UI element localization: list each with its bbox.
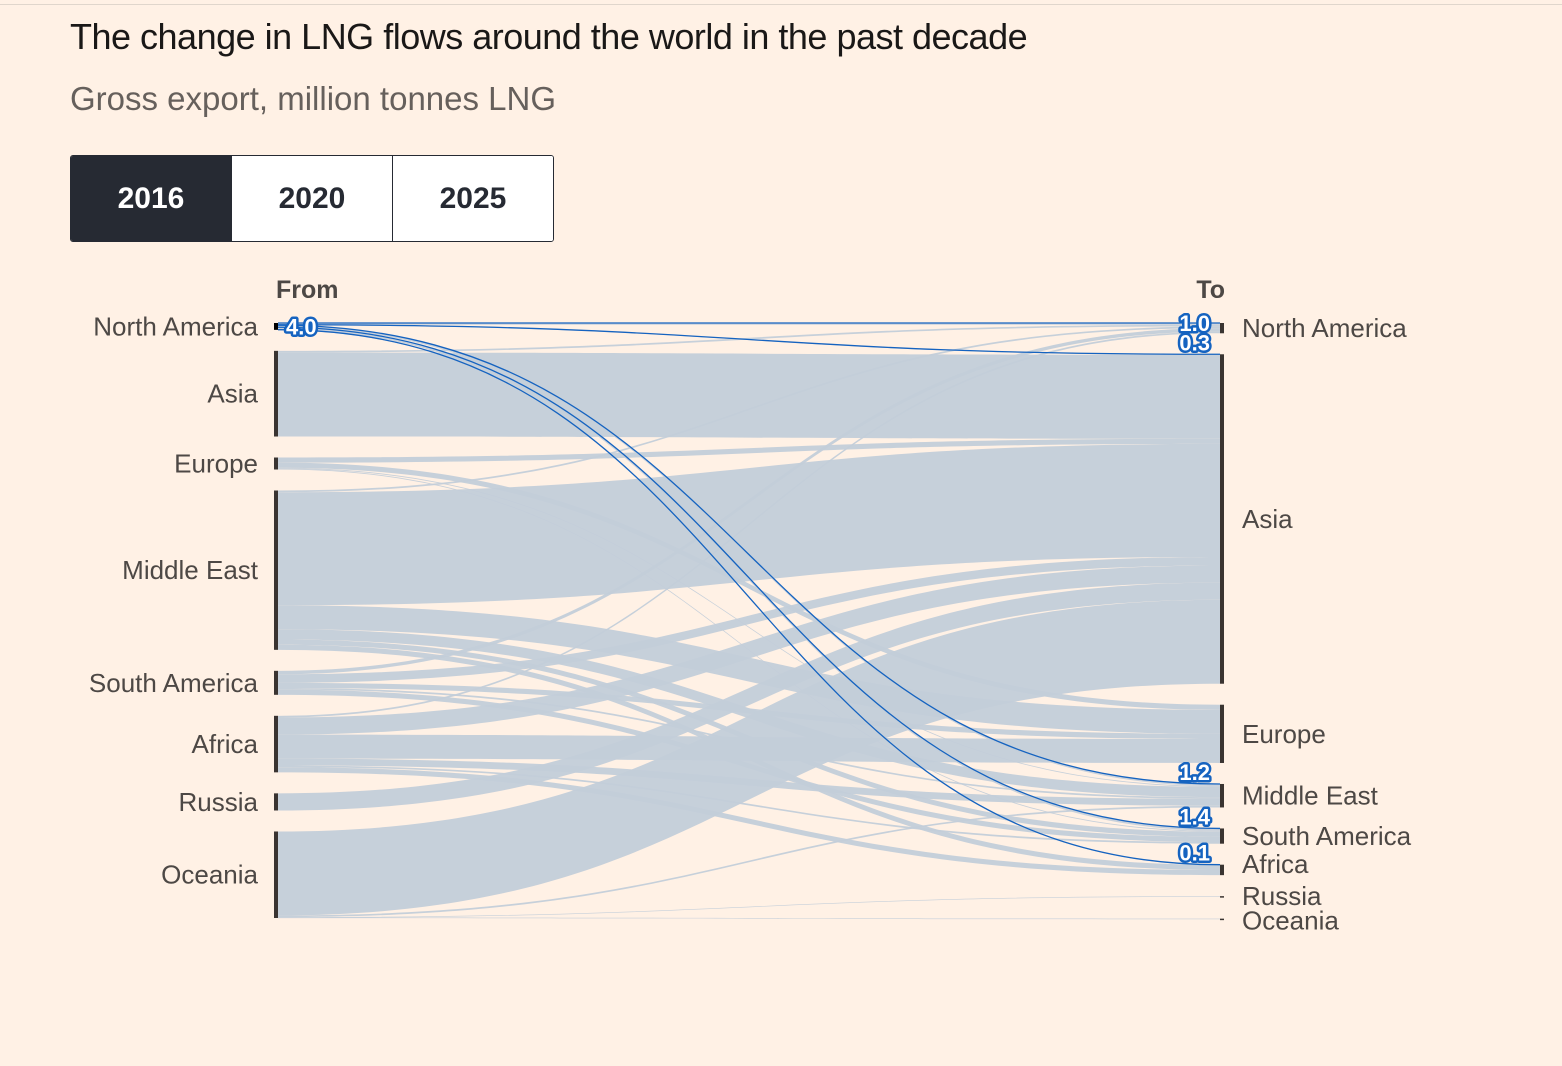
target-node-russia[interactable] bbox=[1220, 896, 1224, 898]
flow-europe-to-middle-east[interactable] bbox=[278, 467, 1220, 787]
target-label-africa: Africa bbox=[1242, 849, 1309, 879]
target-node-south-america[interactable] bbox=[1220, 828, 1224, 844]
source-node-russia[interactable] bbox=[274, 793, 278, 811]
target-label-europe: Europe bbox=[1242, 719, 1326, 749]
source-node-middle-east[interactable] bbox=[274, 490, 278, 650]
flow-asia-to-north-america[interactable] bbox=[278, 324, 1220, 353]
source-label-oceania: Oceania bbox=[161, 860, 258, 890]
target-label-south-america: South America bbox=[1242, 821, 1412, 851]
flow-asia-to-asia[interactable] bbox=[278, 352, 1220, 439]
flow-oceania-to-russia[interactable] bbox=[278, 896, 1220, 918]
source-node-africa[interactable] bbox=[274, 715, 278, 773]
source-label-africa: Africa bbox=[192, 729, 259, 759]
to-header: To bbox=[1196, 276, 1225, 304]
source-node-north-america[interactable] bbox=[274, 323, 278, 330]
from-header: From bbox=[276, 276, 339, 304]
highlight-flow-line bbox=[277, 324, 1221, 785]
source-label-asia: Asia bbox=[207, 379, 258, 409]
target-label-oceania: Oceania bbox=[1242, 905, 1339, 935]
flow-value-label: 0.3 bbox=[1179, 330, 1210, 355]
flow-value-label: 0.1 bbox=[1179, 841, 1210, 866]
flow-value-label: 1.4 bbox=[1179, 804, 1210, 829]
flow-europe-to-asia[interactable] bbox=[278, 438, 1220, 463]
highlight-flow-line bbox=[277, 326, 1221, 830]
source-node-oceania[interactable] bbox=[274, 831, 278, 918]
tab-2025[interactable]: 2025 bbox=[393, 156, 553, 241]
target-node-europe[interactable] bbox=[1220, 704, 1224, 763]
target-node-asia[interactable] bbox=[1220, 354, 1224, 684]
target-node-africa[interactable] bbox=[1220, 864, 1224, 876]
source-label-south-america: South America bbox=[89, 668, 259, 698]
source-label-north-america: North America bbox=[93, 311, 258, 341]
flow-south-america-to-asia[interactable] bbox=[278, 556, 1220, 683]
flow-africa-to-south-america[interactable] bbox=[278, 765, 1220, 844]
top-rule bbox=[0, 4, 1562, 5]
flow-russia-to-asia[interactable] bbox=[278, 582, 1220, 811]
source-total-label: 4.0 bbox=[286, 314, 317, 339]
highlight-flow-line bbox=[277, 329, 1221, 866]
source-node-south-america[interactable] bbox=[274, 670, 278, 695]
flow-south-america-to-europe[interactable] bbox=[278, 682, 1220, 739]
source-label-russia: Russia bbox=[179, 787, 259, 817]
flow-oceania-to-middle-east[interactable] bbox=[278, 805, 1220, 918]
chart-subtitle: Gross export, million tonnes LNG bbox=[70, 80, 557, 117]
flow-africa-to-asia[interactable] bbox=[278, 565, 1220, 735]
flow-africa-to-africa[interactable] bbox=[278, 767, 1220, 876]
highlight-flow-line bbox=[277, 324, 1221, 355]
chart-title: The change in LNG flows around the world… bbox=[70, 16, 1028, 57]
target-label-north-america: North America bbox=[1242, 313, 1407, 343]
flow-oceania-to-oceania[interactable] bbox=[278, 917, 1220, 920]
source-label-middle-east: Middle East bbox=[122, 555, 259, 585]
tab-2016[interactable]: 2016 bbox=[71, 156, 232, 241]
flow-middle-east-to-north-america[interactable] bbox=[278, 326, 1220, 493]
year-tabs: 2016 2020 2025 bbox=[70, 155, 554, 242]
tab-2020[interactable]: 2020 bbox=[232, 156, 393, 241]
target-label-asia: Asia bbox=[1242, 504, 1293, 534]
target-node-north-america[interactable] bbox=[1220, 323, 1224, 334]
flow-value-label: 1.2 bbox=[1179, 760, 1210, 785]
target-node-middle-east[interactable] bbox=[1220, 783, 1224, 808]
flow-south-america-to-north-america[interactable] bbox=[278, 328, 1220, 675]
source-node-asia[interactable] bbox=[274, 350, 278, 437]
source-label-europe: Europe bbox=[174, 449, 258, 479]
target-label-middle-east: Middle East bbox=[1242, 781, 1379, 811]
target-node-oceania[interactable] bbox=[1220, 918, 1224, 921]
flow-europe-to-europe[interactable] bbox=[278, 462, 1220, 710]
flow-value-label: 1.0 bbox=[1179, 311, 1210, 336]
target-label-russia: Russia bbox=[1242, 881, 1322, 911]
flow-oceania-to-asia[interactable] bbox=[278, 599, 1220, 916]
source-node-europe[interactable] bbox=[274, 457, 278, 470]
flow-africa-to-north-america[interactable] bbox=[278, 331, 1220, 718]
